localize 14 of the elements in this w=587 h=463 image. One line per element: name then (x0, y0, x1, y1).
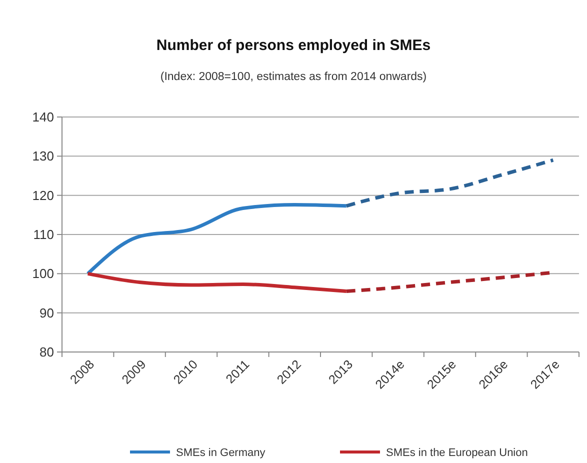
line-series (86, 272, 348, 294)
y-tick-label: 120 (32, 188, 54, 203)
line-series (344, 158, 555, 208)
y-tick-label: 90 (40, 305, 54, 320)
y-tick-label: 80 (40, 344, 54, 360)
y-tick-label: 110 (33, 227, 54, 242)
y-tick-label: 140 (32, 110, 54, 125)
y-tick-label: 130 (32, 148, 54, 164)
line-series (86, 202, 348, 276)
chart-title: Number of persons employed in SMEs (156, 37, 431, 54)
legend-label: SMEs in the European Union (386, 446, 528, 459)
chart-subtitle: (Index: 2008=100, estimates as from 2014 onwards) (160, 71, 427, 83)
y-tick-label: 100 (32, 266, 54, 282)
legend-label: SMEs in Germany (176, 446, 266, 459)
